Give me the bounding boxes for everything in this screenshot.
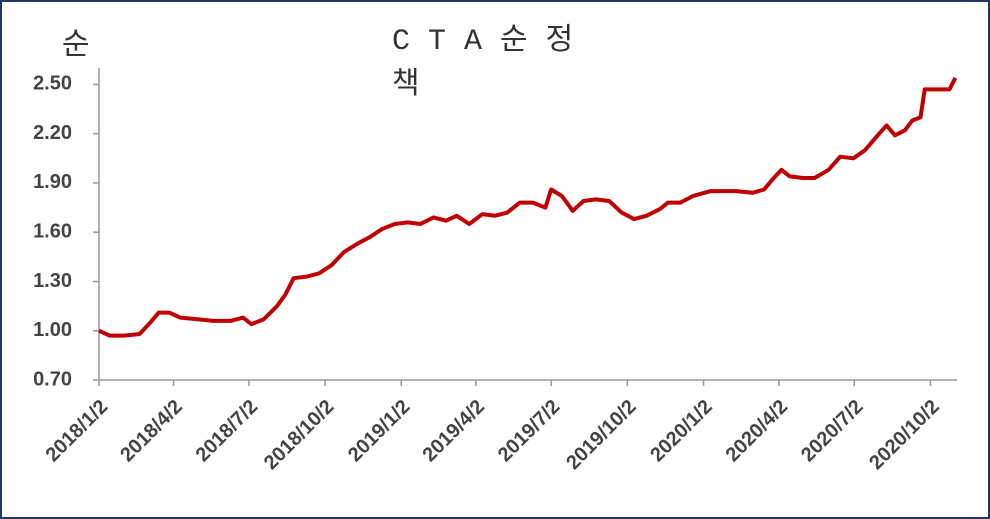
y-tick-label: 1.30 <box>33 270 72 292</box>
y-tick-label: 0.70 <box>33 368 72 390</box>
y-tick-label: 2.50 <box>33 73 72 95</box>
y-tick-label: 1.90 <box>33 171 72 193</box>
y-tick-label: 2.20 <box>33 122 72 144</box>
chart-title: C T A 순 정 책 <box>392 25 574 103</box>
y-tick-label: 1.60 <box>33 220 72 242</box>
title-box: C T A 순 정 책 <box>392 25 574 103</box>
y-tick-label: 1.00 <box>33 319 72 341</box>
y-label: 순 <box>62 28 90 61</box>
line <box>98 76 958 338</box>
